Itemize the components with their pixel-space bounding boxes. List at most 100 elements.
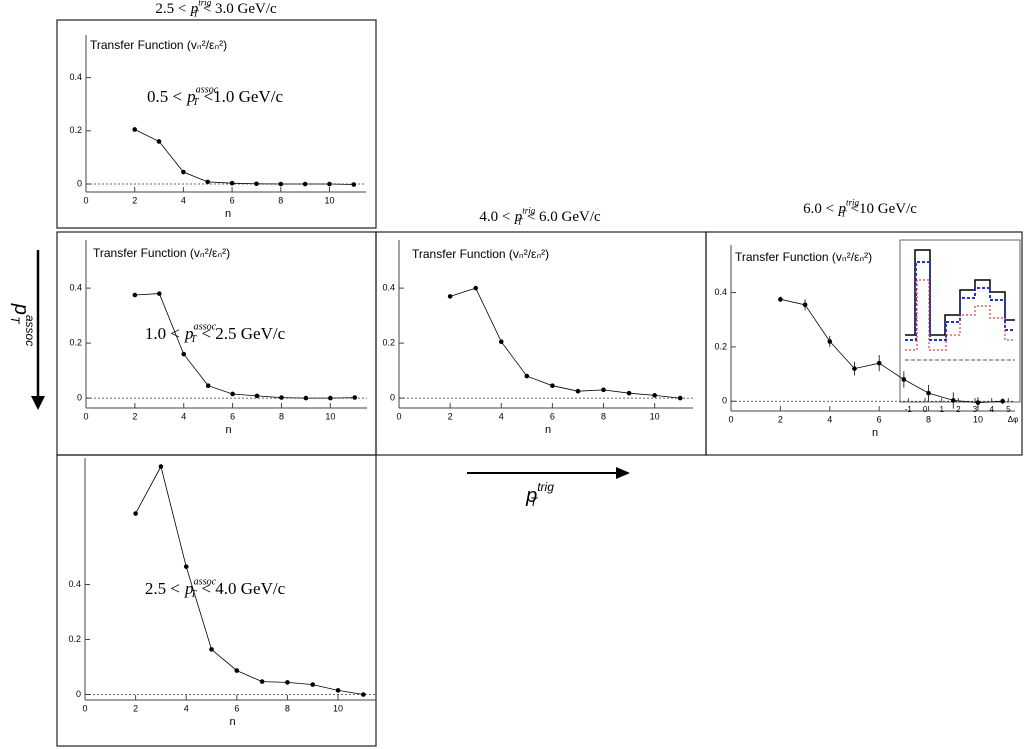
data-point [156,139,162,144]
series-line [134,129,354,185]
y-tick-label: 0.4 [382,282,395,292]
data-point [926,390,931,396]
y-tick-label: 0.4 [69,282,82,292]
data-point [335,688,341,693]
x-axis-label: n [545,424,551,436]
y-tick-label: 0.2 [382,337,395,347]
data-point [524,373,530,379]
y-tick-label: 0.4 [69,72,82,82]
panel-annotation-part: 0.5 < [147,87,182,106]
panel-annotation-part: p [184,324,194,343]
y-tick-label: 0 [722,396,727,406]
data-point [352,395,358,400]
data-point [550,383,555,389]
data-point [183,564,189,569]
panel-header-part: T [517,217,523,227]
y-tick-label: 0 [77,178,82,188]
x-tick-label: 10 [325,411,335,421]
data-point [802,302,808,308]
panel-title: Transfer Function (vₙ²/εₙ²) [93,246,230,260]
panel-header-part: T [193,9,199,19]
row-label-part: T [8,316,22,325]
panel-frame [56,231,377,456]
data-point [361,692,366,697]
panel-annotation-part: p [184,579,194,598]
row-label-part: p [10,303,32,315]
x-tick-label: 2 [132,195,137,205]
x-tick-label: 6 [234,703,239,713]
panel-frame [375,231,707,456]
data-point [234,668,240,673]
inset-x-label: Δφ [1008,415,1019,424]
inset-tick-label: -1 [905,405,913,414]
data-point [279,395,284,400]
inset-tick-label: 3 [973,405,978,414]
panel-annotation-part: p [186,87,196,106]
y-tick-label: 0.2 [69,337,82,347]
panel-annotation-part: 1.0 < [145,324,180,343]
panel-annotation-part: assoc [196,85,219,96]
data-point [158,464,164,469]
data-point [181,169,186,175]
x-tick-label: 8 [926,414,931,424]
y-tick-label: 0 [76,689,81,699]
series-line [135,465,364,695]
panel-header-part: <10 GeV/c [851,201,918,217]
y-tick-label: 0 [77,392,82,402]
panel-annotation-part: < 2.5 GeV/c [201,324,285,343]
column-label-part: T [530,495,539,509]
column-label-part: trig [537,480,554,494]
panel-header-part: < 6.0 GeV/c [527,209,601,225]
row-label: passocT [8,303,37,346]
panel-header-part: p [514,209,523,225]
panel-title: Transfer Function (vₙ²/εₙ²) [412,247,549,261]
panel-header-part: trig [522,205,536,215]
data-point [601,387,606,393]
data-point [133,511,138,516]
data-point [303,395,309,401]
data-point [778,297,783,302]
panel-header: 2.5 < ptrig T < 3.0 GeV/c [155,0,277,19]
x-axis-label: n [225,208,231,220]
data-point [278,181,284,187]
x-tick-label: 10 [650,411,660,421]
series-line [134,293,355,399]
x-axis-label: n [872,427,878,439]
column-label-part: p [525,485,537,507]
x-tick-label: 2 [132,411,137,421]
data-point [205,179,211,185]
panel-frame [705,231,1023,456]
data-point [310,682,316,687]
inset-tick-label: 2 [956,405,961,414]
panel-annotation-part: assoc [194,577,217,588]
data-point [157,291,162,296]
row-arrow-head [31,396,45,410]
x-tick-label: 6 [230,411,235,421]
inset-tick-label: 4 [989,405,994,414]
x-tick-label: 6 [877,414,882,424]
x-tick-label: 8 [285,703,290,713]
data-point [230,391,235,397]
data-point [209,647,214,652]
row-label-part: assoc [23,315,37,346]
x-tick-label: 4 [827,414,832,424]
data-point [302,181,308,187]
panel-header-part: p [838,201,847,217]
panel-header: 6.0 < ptrig T <10 GeV/c [803,197,917,218]
x-tick-label: 8 [278,195,283,205]
data-point [254,181,259,187]
panel-header-part: 4.0 < [479,209,510,225]
x-tick-label: 0 [82,703,87,713]
series-line [780,298,1003,404]
data-point [975,400,981,405]
data-point [876,360,882,366]
panel-header-part: T [841,209,847,219]
x-tick-label: 0 [83,195,88,205]
x-tick-label: 8 [279,411,284,421]
x-tick-label: 4 [181,195,186,205]
inset [899,239,1021,403]
series-line [449,287,681,399]
x-tick-label: 0 [396,411,401,421]
data-point [677,395,683,401]
inset-tick-label: 5 [1006,405,1011,414]
